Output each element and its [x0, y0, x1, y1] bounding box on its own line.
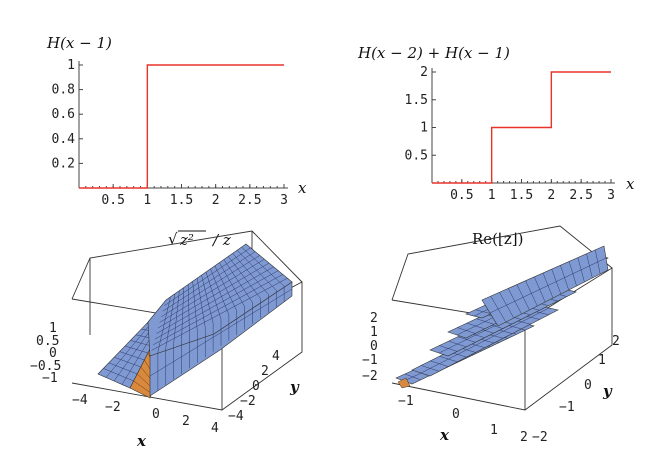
z-tick: 0.5 [36, 334, 59, 349]
y-tick-label: 0.2 [52, 156, 75, 171]
y-axis-label: y [602, 382, 613, 400]
y-tick-label: 0.4 [52, 132, 76, 147]
x-tick: 0 [152, 407, 160, 422]
mesh-line [124, 345, 149, 354]
x-axis-label: x [298, 179, 307, 197]
mesh-line [162, 251, 256, 312]
x-tick: 4 [211, 421, 219, 436]
step-line [432, 71, 611, 184]
surface-upper-plane [147, 243, 293, 397]
y-tick: −4 [228, 409, 244, 424]
x-tick: 2 [520, 430, 528, 445]
x-tick-label: 3 [280, 193, 288, 208]
wall-stripe [133, 380, 152, 394]
y-tick: 0 [584, 378, 592, 393]
z-tick: −2 [362, 369, 378, 384]
y-tick: −1 [559, 400, 575, 415]
chart-sqrt-surface: √ z² / z 1 0.5 [30, 230, 303, 450]
y-tick-label: 1 [67, 58, 75, 73]
x-tick-label: 1.5 [170, 193, 193, 208]
x-tick-label: 1 [488, 188, 496, 203]
z-tick: 2 [370, 311, 378, 326]
surface-steps [395, 245, 609, 389]
chart-heaviside-single: H(x − 1) 0.5 1 1.5 2 2.5 3 0.2 0.4 0.6 0.8 1 x [46, 34, 307, 208]
x-tick: −2 [105, 400, 121, 415]
z-tick: −1 [42, 371, 58, 386]
y-tick: 2 [612, 334, 620, 349]
title-sqrt-sign: √ [168, 230, 178, 248]
z-tick: −1 [362, 353, 378, 368]
mesh-line [103, 368, 134, 382]
chart-title: H(x − 1) [46, 34, 112, 52]
x-tick-label: 2.5 [569, 188, 592, 203]
z-tick: 0 [49, 346, 57, 361]
mesh-line [114, 356, 141, 368]
title-radicand: z² [179, 231, 194, 249]
x-axis-label: x [136, 432, 147, 450]
mesh-line [119, 351, 145, 361]
x-tick: 0 [452, 407, 460, 422]
x-tick-label: 2 [547, 188, 555, 203]
x-axis-label: x [626, 175, 635, 193]
mesh-line [151, 277, 288, 351]
x-tick-label: 1.5 [510, 188, 533, 203]
y-tick-label: 1.5 [405, 93, 428, 108]
mesh-line [153, 274, 283, 346]
z-tick: 1 [370, 325, 378, 340]
x-tick-label: 2.5 [238, 193, 261, 208]
x-tick-label: 3 [607, 188, 615, 203]
chart-title: Re(⌊z⌋) [472, 230, 523, 248]
mesh-line [149, 288, 293, 377]
mesh-line [161, 255, 260, 318]
x-tick: 1 [490, 423, 498, 438]
mesh-line [130, 340, 152, 347]
chart-title: H(x − 2) + H(x − 1) [357, 44, 510, 62]
mesh-line [420, 307, 550, 374]
x-tick-label: 1 [143, 193, 151, 208]
x-tick: 2 [182, 414, 190, 429]
x-tick-label: 0.5 [101, 193, 124, 208]
y-tick-label: 0.5 [405, 148, 428, 163]
title-tail: / z [211, 231, 231, 249]
y-tick: 4 [272, 349, 280, 364]
mesh-line [108, 362, 138, 375]
y-tick-label: 2 [420, 65, 428, 80]
chart-floor-surface: Re(⌊z⌋) 2 1 0 −1 −2 −1 0 1 2 x 2 1 0 −1 … [362, 225, 620, 445]
mesh-line [154, 270, 279, 340]
x-tick: −4 [72, 393, 88, 408]
step-line [79, 64, 284, 189]
y-tick: 2 [261, 364, 269, 379]
mesh-line [156, 266, 274, 334]
z-tick: −0.5 [30, 359, 61, 374]
y-tick: 0 [252, 379, 260, 394]
y-tick-label: 1 [420, 121, 428, 136]
y-axis-label: y [289, 378, 300, 396]
chart-heaviside-sum: H(x − 2) + H(x − 1) 0.5 1 1.5 2 2.5 3 0.5 1 1.5 2… [357, 44, 635, 203]
y-tick: 1 [598, 353, 606, 368]
y-tick-label: 0.6 [52, 107, 75, 122]
y-tick: −2 [532, 430, 548, 445]
mesh-line [159, 258, 265, 323]
step-plane [481, 245, 609, 327]
y-tick: −2 [240, 394, 256, 409]
z-tick: 1 [49, 321, 57, 336]
x-tick: −1 [398, 394, 414, 409]
x-tick-label: 2 [212, 193, 220, 208]
mesh-line [157, 262, 270, 329]
x-tick-label: 0.5 [450, 188, 473, 203]
y-tick-label: 0.8 [52, 83, 75, 98]
mesh-line [489, 257, 607, 314]
mesh-line [164, 247, 251, 306]
z-tick: 0 [370, 339, 378, 354]
step-wall [397, 377, 411, 389]
x-axis-label: x [439, 426, 450, 444]
